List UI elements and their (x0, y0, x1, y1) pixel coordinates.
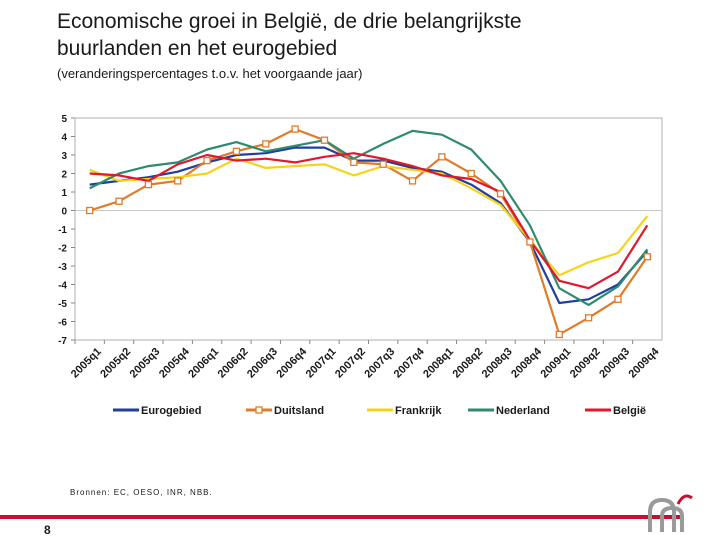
legend-label-belgi-: België (613, 405, 646, 417)
y-tick-label: -1 (58, 225, 67, 236)
x-tick-label: 2008q2 (450, 346, 485, 381)
data-point-duitsland (232, 147, 241, 155)
series-line-frankrijk (89, 157, 649, 277)
x-tick-label: 2007q3 (362, 346, 397, 381)
data-point-duitsland (291, 125, 299, 133)
data-point-duitsland (438, 153, 446, 161)
x-tick-label: 2005q1 (69, 346, 104, 381)
data-point-duitsland (86, 206, 94, 215)
x-tick-label: 2008q4 (509, 345, 544, 380)
x-tick-label: 2006q3 (245, 346, 280, 381)
data-point-duitsland (203, 156, 211, 165)
x-tick-label: 2009q3 (597, 346, 632, 381)
data-point-duitsland (350, 158, 358, 167)
x-tick-label: 2005q2 (98, 346, 133, 381)
x-tick-label: 2005q3 (128, 346, 163, 381)
data-point-duitsland (555, 330, 563, 339)
nbb-logo-icon (648, 494, 693, 532)
y-tick-label: 5 (61, 114, 67, 125)
y-tick-label: -4 (58, 281, 67, 292)
x-tick-label: 2008q1 (421, 346, 456, 381)
series-line-eurogebied (89, 146, 649, 305)
x-tick-label: 2006q1 (186, 346, 221, 381)
y-tick-label: 3 (61, 151, 67, 162)
x-tick-label: 2007q2 (333, 346, 368, 381)
chart-title-line-2: buurlanden en het eurogebied (57, 37, 338, 60)
legend-marker-duitsland (255, 406, 263, 414)
series-line-belgi- (89, 152, 649, 290)
x-tick-label: 2005q4 (157, 345, 192, 380)
x-tick-label: 2009q1 (539, 346, 574, 381)
y-tick-label: 2 (61, 170, 67, 181)
footer-bar-gap (680, 513, 720, 521)
x-tick-label: 2007q1 (304, 346, 339, 381)
legend-label-eurogebied: Eurogebied (141, 405, 202, 417)
footer-bar (0, 515, 680, 519)
y-tick-label: 4 (61, 133, 67, 144)
legend-label-nederland: Nederland (496, 405, 550, 417)
data-point-duitsland (144, 180, 153, 189)
y-tick-label: -5 (58, 299, 67, 310)
data-point-duitsland (379, 160, 387, 168)
data-point-duitsland (115, 197, 123, 205)
page-number: 8 (44, 523, 51, 537)
data-point-duitsland (614, 295, 622, 303)
data-point-duitsland (496, 190, 505, 198)
x-tick-label: 2008q3 (480, 346, 515, 381)
y-tick-label: 0 (61, 207, 67, 218)
x-tick-label: 2007q4 (392, 345, 427, 380)
chart-subtitle: (veranderingspercentages t.o.v. het voor… (57, 66, 363, 81)
source-note: Bronnen: EC, OESO, INR, NBB. (70, 488, 213, 497)
data-point-duitsland (408, 177, 417, 185)
data-point-duitsland (467, 169, 475, 178)
x-tick-label: 2009q2 (568, 346, 603, 381)
x-tick-label: 2006q2 (216, 346, 251, 381)
y-tick-label: -2 (58, 244, 67, 255)
y-tick-label: -6 (58, 318, 67, 329)
data-point-duitsland (262, 140, 270, 148)
data-point-duitsland (320, 136, 329, 144)
series-line-nederland (89, 129, 649, 306)
data-point-duitsland (584, 314, 593, 322)
legend-label-duitsland: Duitsland (274, 405, 324, 417)
x-tick-label: 2009q4 (627, 345, 662, 380)
legend-label-frankrijk: Frankrijk (395, 405, 442, 417)
data-point-duitsland (526, 238, 534, 246)
data-point-duitsland (174, 177, 182, 185)
y-tick-label: -7 (58, 336, 67, 347)
y-tick-label: 1 (61, 188, 67, 199)
data-point-duitsland (643, 253, 651, 261)
chart-title-line-1: Economische groei in België, de drie bel… (57, 10, 522, 33)
y-tick-label: -3 (58, 262, 67, 273)
x-tick-label: 2006q4 (274, 345, 309, 380)
chart-title: Economische groei in België, de drie bel… (57, 8, 657, 62)
